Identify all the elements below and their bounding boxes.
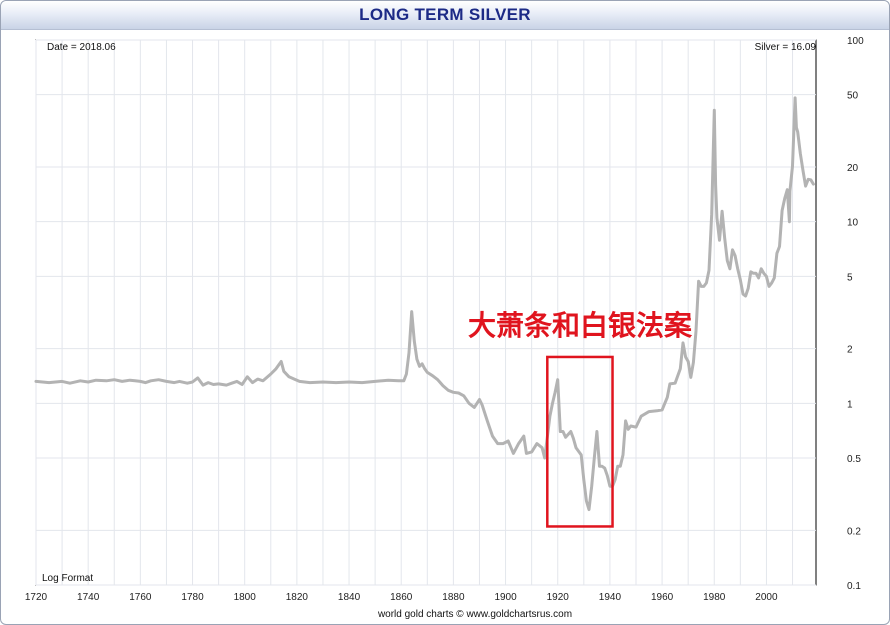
x-tick-label: 1920 xyxy=(547,592,570,603)
silver-price-line xyxy=(34,96,815,512)
y-tick-label: 10 xyxy=(847,218,859,229)
y-tick-label: 50 xyxy=(847,91,859,102)
x-tick-label: 1840 xyxy=(338,592,361,603)
x-tick-label: 1800 xyxy=(234,592,257,603)
x-tick-label: 1980 xyxy=(703,592,726,603)
y-tick-label: 0.2 xyxy=(847,526,861,537)
x-tick-label: 1860 xyxy=(390,592,413,603)
x-tick-label: 1760 xyxy=(129,592,152,603)
x-tick-label: 1900 xyxy=(494,592,517,603)
y-tick-label: 20 xyxy=(847,163,859,174)
date-label: Date = 2018.06 xyxy=(47,42,116,53)
gridlines xyxy=(35,39,816,586)
y-tick-label: 0.1 xyxy=(847,581,861,592)
x-tick-label: 1880 xyxy=(442,592,465,603)
chart-title: LONG TERM SILVER xyxy=(359,5,531,24)
plot-area xyxy=(35,39,817,586)
x-tick-label: 1720 xyxy=(25,592,48,603)
x-tick-label: 2000 xyxy=(755,592,778,603)
credit-text: world gold charts © www.goldchartsrus.co… xyxy=(377,609,572,620)
y-tick-label: 0.5 xyxy=(847,454,861,465)
value-label: Silver = 16.09 xyxy=(755,42,817,53)
y-tick-label: 5 xyxy=(847,272,853,283)
annotation-box xyxy=(546,355,614,528)
x-tick-label: 1820 xyxy=(286,592,309,603)
x-tick-label: 1740 xyxy=(77,592,100,603)
annotation-text: 大萧条和白银法案 xyxy=(468,309,693,342)
y-tick-label: 1 xyxy=(847,399,853,410)
scale-label: Log Format xyxy=(42,573,93,584)
x-tick-label: 1960 xyxy=(651,592,674,603)
x-axis-ticks: 1720 1740 1760 1780 1800 1820 1840 1860 1880 1900… xyxy=(25,592,778,603)
y-axis-ticks: 100 50 20 10 5 2 1 0.5 0.2 0.1 xyxy=(847,36,864,592)
y-tick-label: 100 xyxy=(847,36,864,47)
title-bar xyxy=(1,1,889,30)
x-tick-label: 1940 xyxy=(599,592,622,603)
x-tick-label: 1780 xyxy=(181,592,204,603)
y-tick-label: 2 xyxy=(847,345,853,356)
